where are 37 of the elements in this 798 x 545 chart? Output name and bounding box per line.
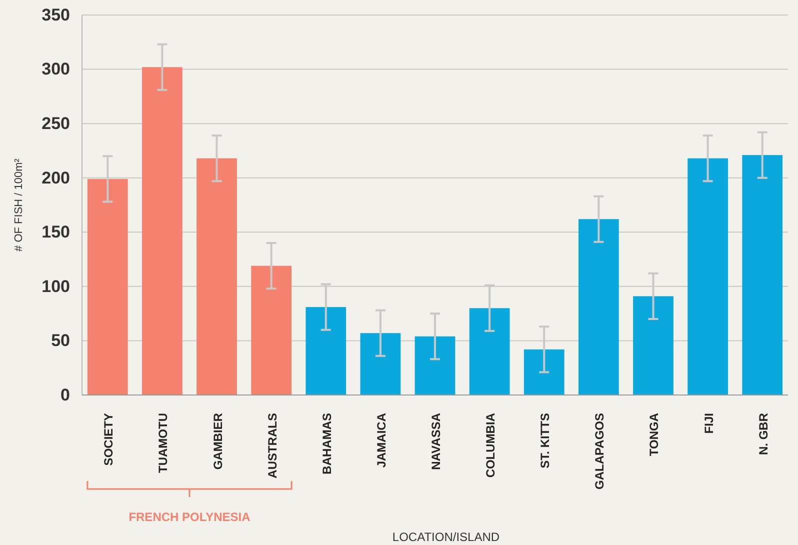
text: FRENCH POLYNESIA	[128, 510, 251, 524]
y-axis-title: # OF FISH / 100m²	[13, 158, 25, 252]
bar	[142, 67, 182, 395]
bar	[633, 296, 674, 395]
bar	[414, 336, 456, 395]
x-tick-label: FIJI	[702, 413, 716, 434]
x-tick-label: SOCIETY	[102, 413, 116, 466]
y-tick-label: 0	[60, 385, 70, 404]
bar	[742, 155, 783, 395]
bar	[524, 349, 564, 395]
bar	[251, 266, 292, 395]
y-tick-label: 100	[42, 276, 70, 296]
x-tick-label: ST. KITTS	[538, 413, 552, 468]
y-tick-label: 200	[42, 168, 70, 188]
x-tick-label: TONGA	[647, 412, 662, 456]
bar	[578, 219, 619, 395]
x-tick-label: JAMAICA	[374, 412, 388, 468]
y-tick-label: 250	[42, 114, 70, 134]
y-tick-label: 350	[42, 5, 70, 24]
bar	[688, 158, 728, 395]
y-tick-label: 300	[42, 60, 70, 79]
y-tick-label: 150	[42, 222, 70, 242]
bar	[360, 333, 401, 395]
x-tick-label: BAHAMAS	[320, 413, 334, 474]
x-tick-label: GAMBIER	[210, 412, 225, 470]
x-tick-label: NAVASSA	[429, 412, 443, 470]
y-tick-label: 50	[51, 331, 70, 350]
bar	[306, 307, 346, 395]
x-tick-label: AUSTRALS	[265, 413, 280, 478]
x-tick-label: N. GBR	[756, 412, 770, 455]
x-tick-label: COLUMBIA	[484, 412, 498, 478]
x-tick-label: GALAPAGOS	[592, 413, 607, 490]
bar	[87, 178, 128, 395]
x-axis-title: LOCATION/ISLAND	[392, 530, 500, 544]
x-tick-label: TUAMOTU	[156, 413, 170, 473]
bar	[196, 158, 237, 395]
bar	[469, 308, 510, 395]
